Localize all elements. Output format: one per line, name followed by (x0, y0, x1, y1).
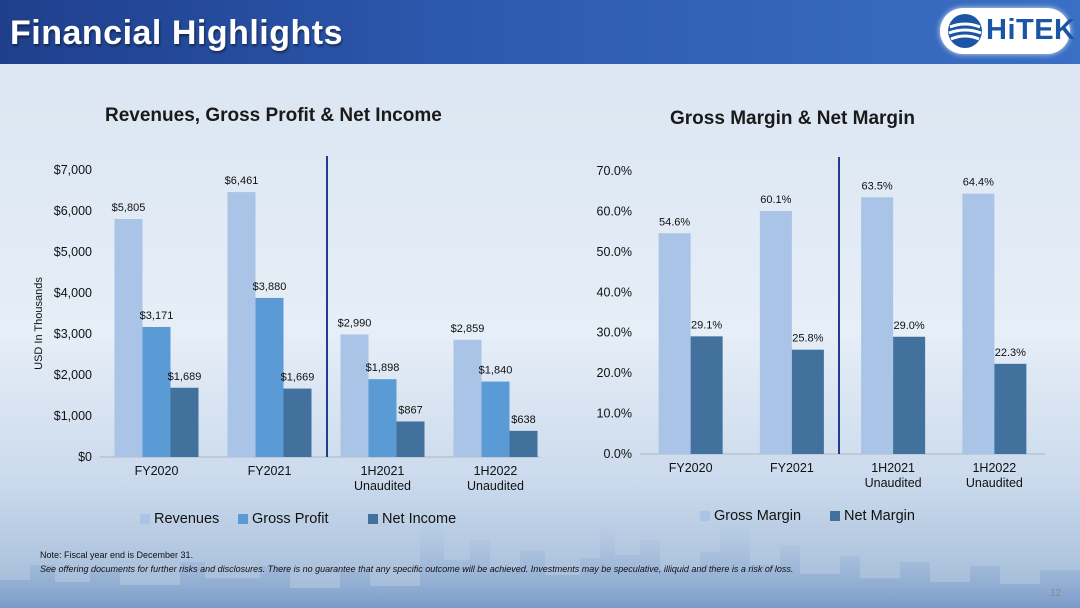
data-label: $5,805 (112, 202, 146, 214)
data-label: 63.5% (862, 180, 893, 192)
bar-net-margin (791, 349, 824, 454)
bar-net-margin (690, 336, 723, 454)
bar-net-margin (893, 336, 926, 454)
x-tick-label: 1H2021 (871, 461, 915, 475)
page-number: 12 (1050, 588, 1062, 599)
legend-swatch (368, 514, 378, 524)
data-label: $867 (398, 404, 422, 416)
bar-revenues (340, 334, 369, 457)
y-tick-label: $0 (78, 450, 92, 464)
x-tick-label: Unaudited (467, 479, 524, 493)
chart1-title: Revenues, Gross Profit & Net Income (105, 105, 442, 126)
data-label: 64.4% (963, 177, 994, 189)
y-tick-label: $5,000 (54, 245, 92, 259)
legend-swatch (140, 514, 150, 524)
globe-icon (948, 14, 982, 48)
x-tick-label: FY2021 (770, 461, 814, 475)
bar-revenues (227, 192, 256, 457)
data-label: 22.3% (995, 347, 1026, 359)
bar-gross-profit (142, 326, 171, 457)
x-tick-label: 1H2022 (474, 464, 518, 478)
bar-net-income (283, 388, 312, 457)
logo-text: HiTEK (986, 14, 1076, 46)
margin-chart: 0.0% 10.0% 20.0% 30.0% 40.0% 50.0% 60.0% 70.0% 5… (597, 157, 1045, 524)
revenue-chart: $0 $1,000 $2,000 $3,000 $4,000 $5,000 $6,000 $7… (33, 156, 540, 527)
data-label: $1,689 (168, 371, 202, 383)
x-tick-label: 1H2022 (972, 461, 1016, 475)
y-tick-label: $3,000 (54, 327, 92, 341)
data-label: 60.1% (760, 194, 791, 206)
y-tick-label: 50.0% (597, 245, 632, 259)
legend-swatch (700, 511, 710, 521)
bar-gross-margin (759, 211, 792, 454)
y-tick-label: $1,000 (54, 409, 92, 423)
data-label: $1,840 (479, 365, 513, 377)
legend-label: Gross Margin (714, 508, 801, 524)
header-bar: Financial Highlights HiTEK (0, 0, 1080, 64)
legend-label: Net Margin (844, 508, 915, 524)
y-tick-label: 40.0% (597, 285, 632, 299)
bar-revenues (453, 339, 482, 457)
bar-net-income (396, 421, 425, 457)
chart2-title: Gross Margin & Net Margin (670, 108, 915, 129)
y-tick-label: 60.0% (597, 204, 632, 218)
y-tick-label: $4,000 (54, 286, 92, 300)
bar-gross-profit (368, 379, 397, 457)
footnote-fiscal-year: Note: Fiscal year end is December 31. (40, 550, 194, 560)
company-logo: HiTEK (940, 8, 1075, 54)
bar-gross-margin (861, 197, 894, 454)
data-label: $1,898 (366, 362, 400, 374)
y-tick-label: $6,000 (54, 204, 92, 218)
y-tick-label: 10.0% (597, 407, 632, 421)
y-tick-label: 70.0% (597, 164, 632, 178)
data-label: $2,859 (451, 323, 485, 335)
data-label: 29.0% (894, 320, 925, 332)
bar-gross-profit (481, 381, 510, 457)
legend-label: Gross Profit (252, 511, 329, 527)
x-tick-label: FY2021 (248, 464, 292, 478)
footnote-disclaimer: See offering documents for further risks… (40, 564, 794, 574)
y-tick-label: 0.0% (604, 447, 633, 461)
bar-net-income (170, 387, 199, 457)
data-label: 25.8% (792, 333, 823, 345)
y-axis-label: USD In Thousands (33, 277, 45, 370)
y-tick-label: $2,000 (54, 368, 92, 382)
data-label: $638 (511, 414, 535, 426)
y-tick-label: 20.0% (597, 366, 632, 380)
x-tick-label: Unaudited (966, 476, 1023, 490)
bar-gross-margin (962, 193, 995, 454)
data-label: 29.1% (691, 319, 722, 331)
data-label: $3,171 (140, 310, 174, 322)
bar-net-margin (994, 363, 1027, 454)
legend-swatch (238, 514, 248, 524)
legend-swatch (830, 511, 840, 521)
page-title: Financial Highlights (10, 14, 344, 52)
x-tick-label: FY2020 (135, 464, 179, 478)
bar-gross-margin (658, 233, 691, 454)
data-label: $1,669 (281, 372, 315, 384)
x-tick-label: 1H2021 (361, 464, 405, 478)
city-skyline-background (0, 500, 1080, 608)
bar-net-income (509, 430, 538, 457)
bar-gross-profit (255, 297, 284, 457)
bar-revenues (114, 218, 143, 457)
data-label: $2,990 (338, 317, 372, 329)
legend-label: Net Income (382, 511, 456, 527)
data-label: $6,461 (225, 175, 259, 187)
y-tick-label: 30.0% (597, 326, 632, 340)
data-label: 54.6% (659, 216, 690, 228)
legend-label: Revenues (154, 511, 219, 527)
x-tick-label: FY2020 (669, 461, 713, 475)
y-tick-label: $7,000 (54, 163, 92, 177)
x-tick-label: Unaudited (865, 476, 922, 490)
data-label: $3,880 (253, 281, 287, 293)
x-tick-label: Unaudited (354, 479, 411, 493)
